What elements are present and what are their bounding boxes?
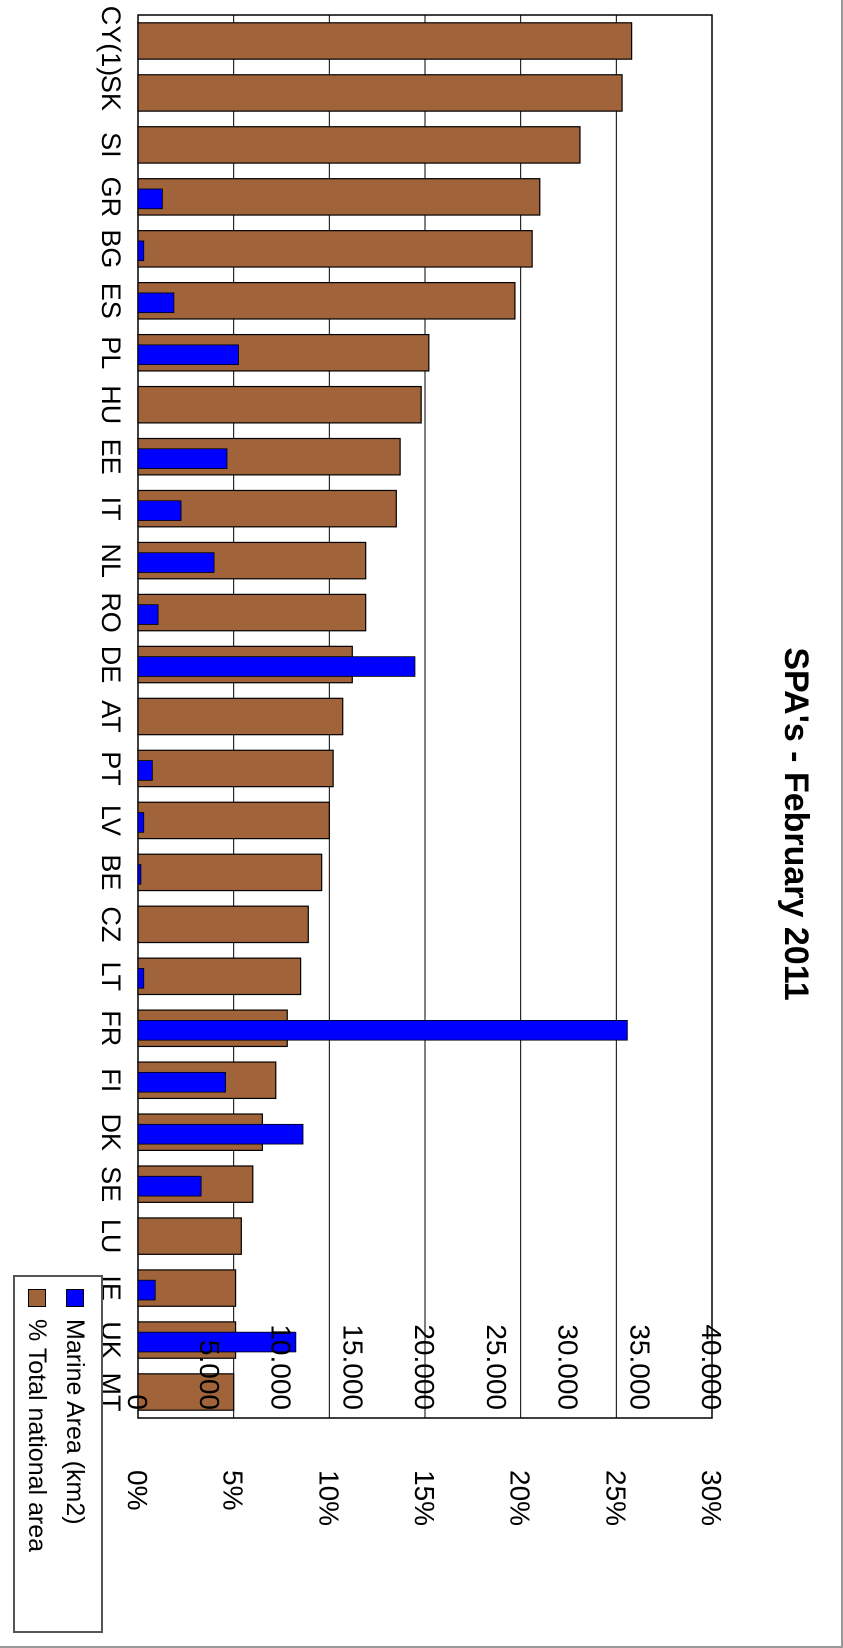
right-axis-tick-label: 10.000 (266, 1324, 297, 1410)
left-axis-tick-label: 10% (313, 1470, 344, 1526)
bar-marine-FI (137, 1071, 226, 1093)
bar-marine-FR (137, 1020, 628, 1041)
chart-title: SPA's - February 2011 (777, 647, 815, 1001)
bar-marine-RO (137, 604, 159, 625)
legend-swatch-pct (28, 1289, 46, 1307)
bar-pct-LV (137, 801, 330, 840)
bar-marine-NL (137, 552, 215, 573)
category-label: PT (96, 751, 126, 786)
left-axis-tick-label: 30% (696, 1470, 727, 1526)
bar-marine-PT (137, 760, 153, 781)
category-label: ES (96, 283, 126, 319)
bar-marine-ES (137, 292, 175, 314)
category-label: LT (96, 962, 126, 992)
bar-marine-EE (137, 448, 228, 469)
category-label: EE (96, 439, 126, 475)
category-label: FR (96, 1010, 126, 1046)
category-label: DK (96, 1113, 126, 1151)
bar-pct-CY(1) (137, 22, 633, 60)
category-label: SI (96, 132, 126, 158)
left-axis-tick-label: 15% (409, 1470, 440, 1526)
left-axis-tick-label: 20% (505, 1470, 536, 1526)
category-label: FI (96, 1068, 126, 1092)
bar-marine-PL (137, 344, 239, 366)
bar-marine-SE (137, 1175, 202, 1197)
legend-label-marine: Marine Area (km2) (61, 1319, 90, 1525)
category-label: SK (96, 75, 126, 111)
right-axis-tick-label: 35.000 (624, 1324, 655, 1410)
bar-pct-GR (137, 178, 541, 216)
category-label: HU (96, 385, 126, 424)
category-label: BG (96, 229, 126, 268)
bar-marine-IT (137, 500, 182, 521)
left-axis-tick-label: 0% (122, 1470, 153, 1510)
category-label: RO (96, 592, 126, 633)
legend-swatch-marine (66, 1289, 84, 1307)
bar-marine-DE (137, 656, 416, 677)
right-axis-tick-label: 0 (122, 1394, 153, 1410)
bar-pct-BG (137, 230, 533, 268)
category-label: IT (96, 497, 126, 521)
category-label: AT (96, 700, 126, 733)
right-axis-tick-label: 40.000 (696, 1324, 727, 1410)
legend-item-pct: % Total national area (21, 1289, 53, 1552)
left-axis-tick-label: 25% (600, 1470, 631, 1526)
bar-marine-LV (137, 812, 145, 833)
bar-pct-CZ (137, 905, 309, 944)
category-label: NL (96, 543, 126, 578)
bar-pct-PT (137, 749, 334, 788)
legend: Marine Area (km2) % Total national area (13, 1275, 103, 1633)
category-label: PL (96, 336, 126, 369)
right-axis-tick-label: 30.000 (553, 1324, 584, 1410)
category-label: BE (96, 854, 126, 890)
category-label: CZ (96, 906, 126, 942)
category-label: GR (96, 177, 126, 218)
bar-marine-BG (137, 240, 145, 262)
category-label: DE (96, 646, 126, 684)
bar-pct-HU (137, 385, 422, 424)
bar-marine-DK (137, 1123, 304, 1145)
bar-marine-GR (137, 188, 163, 210)
legend-item-marine: Marine Area (km2) (59, 1289, 91, 1525)
legend-label-pct: % Total national area (23, 1319, 52, 1553)
bar-pct-LU (137, 1217, 242, 1255)
bar-pct-AT (137, 697, 344, 736)
bar-pct-LT (137, 957, 302, 996)
right-axis-tick-label: 25.000 (481, 1324, 512, 1410)
right-axis-tick-label: 20.000 (409, 1324, 440, 1410)
bar-pct-SK (137, 74, 623, 112)
bar-pct-MT (137, 1373, 235, 1411)
category-label: LU (96, 1219, 126, 1254)
bar-pct-SI (137, 126, 581, 164)
category-label: SE (96, 1166, 126, 1202)
bar-pct-BE (137, 853, 323, 892)
bar-pct-RO (137, 593, 367, 632)
bar-marine-BE (137, 864, 142, 885)
category-label: CY(1) (96, 6, 126, 77)
bar-marine-LT (137, 968, 145, 989)
left-axis-tick-label: 5% (218, 1470, 249, 1510)
bar-pct-ES (137, 282, 516, 320)
bar-marine-UK (137, 1331, 297, 1353)
right-axis-tick-label: 15.000 (337, 1324, 368, 1410)
category-label: LV (96, 805, 126, 836)
right-axis-tick-label: 5.000 (194, 1340, 225, 1410)
bar-marine-IE (137, 1279, 156, 1301)
